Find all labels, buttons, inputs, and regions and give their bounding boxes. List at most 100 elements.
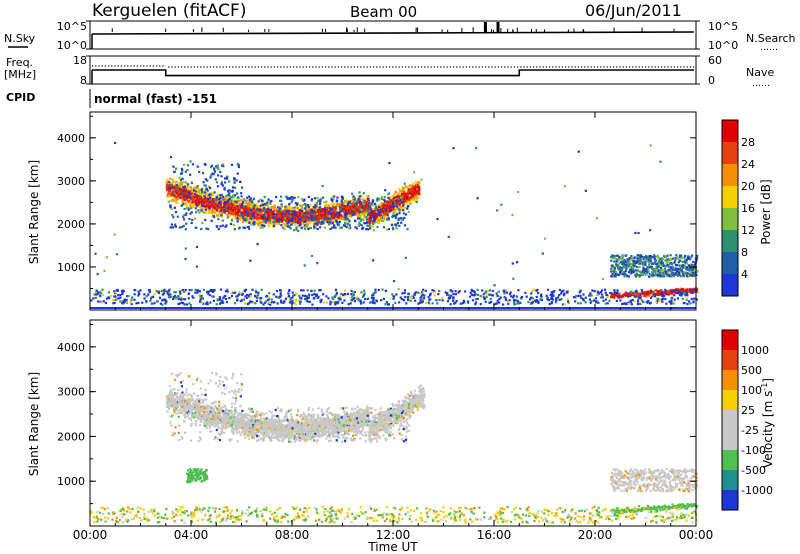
power-point bbox=[392, 213, 395, 216]
power-late-point bbox=[613, 255, 617, 258]
power-upper-point bbox=[394, 223, 397, 226]
power-late-point bbox=[646, 258, 649, 261]
power-late-point bbox=[645, 269, 648, 272]
power-upper-point bbox=[219, 194, 222, 197]
power-upper-point bbox=[371, 199, 375, 202]
power-point bbox=[346, 201, 349, 204]
power-upper-point bbox=[355, 201, 359, 204]
power-late-point bbox=[610, 275, 613, 278]
power-near-point bbox=[122, 300, 125, 303]
power-point bbox=[217, 218, 220, 221]
power-upper-point bbox=[348, 211, 351, 214]
power-point bbox=[167, 192, 170, 196]
power-near-point bbox=[212, 295, 215, 298]
power-late-point bbox=[613, 260, 616, 263]
power-point bbox=[175, 180, 178, 184]
power-near-point bbox=[392, 297, 395, 300]
power-near-point bbox=[400, 298, 404, 301]
power-late-point bbox=[628, 260, 631, 263]
power-point bbox=[210, 196, 213, 199]
power-late-point bbox=[615, 270, 618, 274]
power-near-point bbox=[337, 297, 340, 300]
power-late-point bbox=[649, 261, 653, 265]
power-late-point bbox=[666, 271, 670, 274]
power-upper-point bbox=[174, 210, 178, 214]
power-point bbox=[380, 212, 383, 215]
power-late-point bbox=[637, 260, 640, 263]
power-upper-point bbox=[236, 192, 239, 195]
power-point bbox=[358, 208, 361, 211]
power-near-point bbox=[441, 299, 444, 302]
power-upper-point bbox=[338, 220, 341, 224]
power-point bbox=[337, 216, 341, 219]
power-point bbox=[187, 207, 190, 210]
power-near-point bbox=[512, 294, 515, 297]
power-point bbox=[231, 217, 234, 221]
power-late-point bbox=[644, 262, 647, 265]
power-point bbox=[210, 191, 213, 194]
power-near-point bbox=[101, 288, 104, 291]
power-near-point bbox=[560, 290, 564, 293]
power-upper-point bbox=[236, 162, 239, 166]
power-near-point bbox=[224, 290, 228, 293]
power-near-point bbox=[298, 294, 301, 298]
power-point bbox=[411, 183, 414, 187]
power-near-point bbox=[113, 295, 116, 298]
power-upper-point bbox=[366, 210, 369, 213]
power-point bbox=[394, 202, 397, 205]
noise-right-tick-top: 10^5 bbox=[708, 20, 738, 33]
power-near-point bbox=[279, 289, 282, 292]
power-late-point bbox=[661, 263, 664, 266]
power-late-point bbox=[675, 267, 678, 270]
power-point bbox=[331, 211, 335, 214]
power-upper-point bbox=[206, 179, 209, 182]
power-upper-point bbox=[182, 224, 185, 227]
power-near-point bbox=[143, 297, 146, 300]
power-upper-point bbox=[369, 208, 372, 211]
power-upper-point bbox=[210, 219, 213, 222]
power-near-point bbox=[279, 296, 282, 299]
power-near-point bbox=[238, 290, 241, 294]
power-upper-point bbox=[220, 181, 224, 184]
power-near-point bbox=[183, 290, 186, 293]
power-point bbox=[268, 200, 271, 203]
power-upper-point bbox=[368, 211, 371, 214]
power-near-point bbox=[349, 302, 352, 305]
power-upper-point bbox=[315, 221, 318, 224]
power-upper-point bbox=[233, 200, 237, 203]
power-point bbox=[245, 220, 248, 223]
power-late-point bbox=[618, 265, 622, 268]
power-point bbox=[197, 203, 200, 206]
power-point bbox=[286, 208, 289, 211]
power-upper-point bbox=[279, 218, 283, 221]
power-upper-point bbox=[206, 197, 209, 201]
power-near-point bbox=[221, 299, 224, 302]
power-near-point bbox=[618, 295, 621, 298]
power-point bbox=[259, 213, 262, 216]
power-upper-point bbox=[203, 184, 206, 187]
power-near-point bbox=[314, 294, 317, 297]
power-late-point bbox=[657, 268, 660, 271]
power-point bbox=[213, 211, 216, 215]
power-point bbox=[204, 205, 207, 209]
power-near-point bbox=[249, 293, 252, 296]
power-point bbox=[394, 210, 397, 213]
power-near-point bbox=[669, 301, 672, 304]
power-point bbox=[362, 198, 365, 201]
power-upper-point bbox=[272, 216, 275, 219]
power-near-point bbox=[414, 299, 417, 302]
power-late-point bbox=[680, 256, 684, 260]
power-near-point bbox=[638, 296, 642, 299]
power-upper-point bbox=[344, 216, 347, 219]
power-upper-point bbox=[307, 206, 310, 209]
power-near-point bbox=[452, 299, 455, 302]
power-upper-point bbox=[181, 177, 184, 180]
power-point bbox=[288, 221, 292, 224]
power-near-point bbox=[204, 302, 208, 305]
power-upper-point bbox=[316, 196, 319, 200]
power-near-point bbox=[578, 291, 581, 294]
power-point bbox=[190, 197, 193, 201]
power-point bbox=[258, 220, 261, 223]
power-upper-point bbox=[400, 221, 403, 224]
power-upper-point bbox=[336, 223, 339, 226]
